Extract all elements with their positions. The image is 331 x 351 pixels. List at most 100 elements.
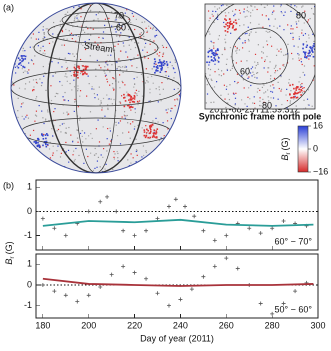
speckle	[98, 64, 100, 66]
speckle	[304, 56, 306, 59]
speckle	[214, 71, 216, 73]
speckle	[228, 98, 231, 101]
speckle	[220, 75, 223, 77]
speckle	[52, 119, 54, 121]
speckle	[169, 61, 171, 63]
speckle	[45, 137, 47, 140]
speckle	[66, 66, 69, 69]
speckle	[154, 60, 157, 63]
speckle	[303, 65, 306, 67]
speckle	[76, 129, 78, 131]
speckle	[104, 115, 106, 117]
speckle	[117, 81, 120, 83]
speckle	[260, 4, 262, 6]
data-point	[144, 276, 149, 281]
data-point	[270, 226, 275, 231]
speckle	[102, 97, 105, 100]
speckle	[154, 35, 156, 37]
speckle	[126, 114, 128, 117]
speckle	[47, 111, 49, 113]
speckle	[274, 18, 276, 20]
speckle	[138, 100, 141, 102]
x-tick-label: 260	[219, 320, 234, 330]
speckle	[296, 26, 298, 28]
speckle	[234, 80, 236, 83]
speckle	[121, 80, 123, 82]
speckle	[113, 78, 115, 80]
speckle	[166, 120, 169, 122]
speckle	[235, 21, 237, 24]
speckle	[298, 57, 300, 59]
speckle	[292, 36, 294, 39]
speckle	[34, 120, 36, 122]
speckle	[159, 93, 161, 95]
speckle	[225, 106, 227, 109]
speckle	[57, 33, 59, 36]
colorbar-tick-label: 16	[313, 120, 323, 130]
speckle	[128, 36, 130, 38]
speckle	[42, 39, 45, 41]
speckle	[85, 12, 87, 14]
speckle	[152, 27, 155, 29]
speckle	[50, 85, 52, 87]
speckle	[24, 133, 26, 135]
speckle	[149, 132, 152, 134]
speckle	[63, 38, 65, 40]
speckle	[62, 104, 64, 106]
speckle	[37, 45, 39, 47]
speckle	[254, 53, 257, 55]
speckle	[249, 22, 252, 24]
data-point	[132, 270, 137, 275]
speckle	[114, 153, 116, 155]
speckle	[93, 88, 95, 90]
speckle	[153, 58, 156, 60]
speckle	[65, 61, 67, 63]
speckle	[40, 47, 42, 49]
speckle	[162, 46, 165, 48]
speckle	[92, 169, 95, 171]
speckle	[313, 13, 315, 15]
speckle	[112, 87, 114, 89]
plot-frame	[35, 179, 319, 251]
panel-label: (a)	[3, 2, 14, 12]
data-point	[155, 291, 160, 296]
speckle	[67, 113, 70, 115]
speckle	[286, 107, 288, 109]
speckle	[308, 104, 310, 106]
speckle	[90, 133, 92, 135]
speckle	[85, 138, 87, 140]
speckle	[295, 89, 298, 91]
speckle	[86, 95, 88, 97]
speckle	[115, 124, 117, 126]
speckle	[239, 12, 241, 14]
speckle	[86, 44, 89, 46]
speckle	[249, 98, 251, 100]
speckle	[137, 101, 139, 104]
speckle	[144, 46, 146, 48]
speckle	[32, 46, 34, 48]
speckle	[17, 66, 20, 69]
speckle	[140, 36, 142, 38]
speckle	[20, 64, 22, 66]
speckle	[303, 22, 305, 24]
speckle	[285, 94, 287, 96]
speckle	[93, 154, 96, 156]
speckle	[22, 71, 25, 74]
speckle	[259, 97, 261, 99]
speckle	[290, 90, 292, 92]
data-point	[235, 266, 240, 271]
speckle	[77, 65, 80, 68]
speckle	[52, 21, 55, 24]
speckle	[161, 61, 163, 63]
speckle	[77, 129, 79, 131]
speckle	[226, 58, 228, 60]
speckle	[45, 89, 47, 92]
data-point	[201, 274, 206, 279]
speckle	[111, 64, 113, 66]
pole-speckle	[205, 4, 315, 109]
speckle	[133, 78, 135, 80]
speckle	[214, 6, 216, 8]
speckle	[244, 40, 246, 42]
speckle	[123, 105, 126, 108]
speckle	[72, 140, 74, 142]
